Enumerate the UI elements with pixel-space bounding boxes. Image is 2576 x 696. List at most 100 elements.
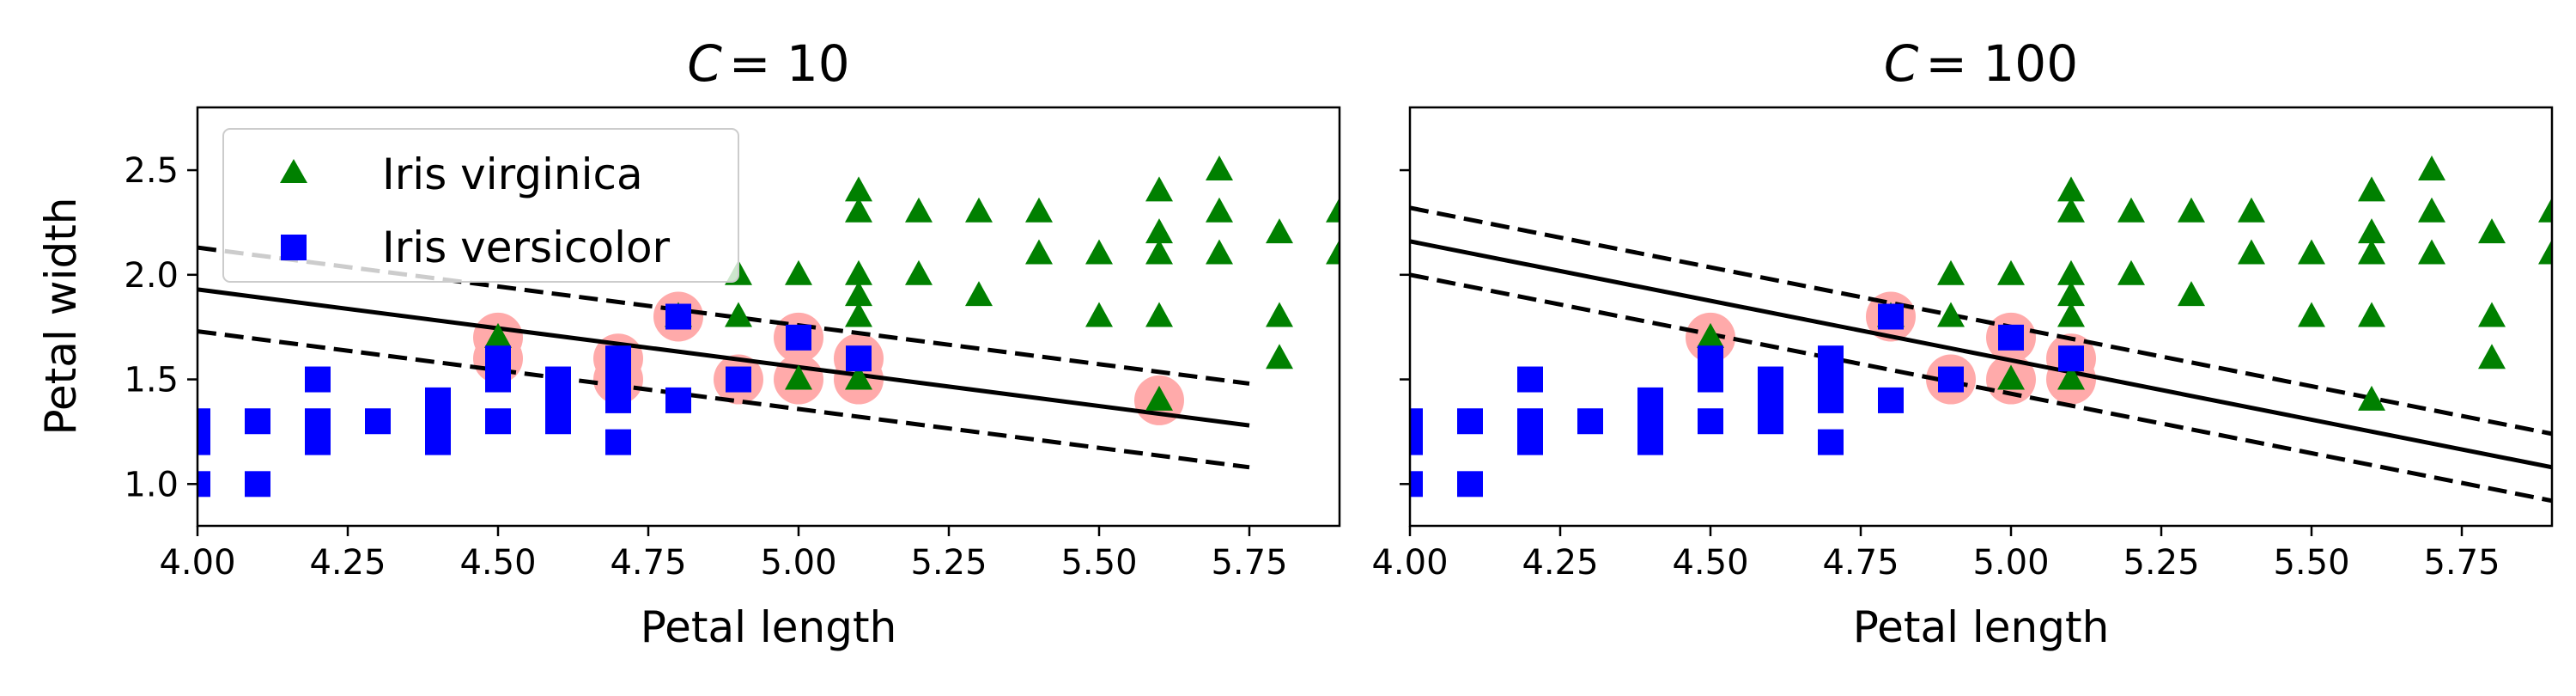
x-tick-label: 5.75 xyxy=(1211,543,1287,583)
x-tick-label: 4.25 xyxy=(309,543,386,583)
versicolor-point xyxy=(197,471,210,498)
virginica-point xyxy=(2057,302,2085,327)
versicolor-point xyxy=(1758,366,1783,393)
virginica-point xyxy=(2238,239,2265,265)
versicolor-point xyxy=(726,366,751,393)
legend-virginica-marker xyxy=(280,159,307,183)
virginica-point xyxy=(2478,302,2506,327)
margin-lower-line xyxy=(197,329,1250,470)
versicolor-point xyxy=(305,366,331,393)
virginica-point xyxy=(1266,344,1293,369)
virginica-point xyxy=(2298,239,2325,265)
x-tick-label: 4.75 xyxy=(610,543,686,583)
virginica-point xyxy=(2358,385,2385,411)
versicolor-point xyxy=(1818,429,1844,455)
virginica-point xyxy=(1997,259,2025,285)
y-axis-label: Petal width xyxy=(36,198,86,436)
legend-frame xyxy=(222,128,739,283)
versicolor-point xyxy=(2058,345,2084,372)
versicolor-point xyxy=(1410,471,1423,498)
x-tick-label: 4.00 xyxy=(1371,543,1448,583)
legend-virginica-label: Iris virginica xyxy=(382,150,643,199)
virginica-point xyxy=(1145,302,1173,327)
versicolor-point xyxy=(245,408,270,435)
virginica-point xyxy=(1145,385,1173,411)
virginica-point xyxy=(2057,197,2085,223)
virginica-point xyxy=(2117,197,2145,223)
virginica-point xyxy=(2298,302,2325,327)
plot-area xyxy=(1410,156,2552,504)
virginica-point xyxy=(2418,239,2445,265)
x-tick-label: 4.25 xyxy=(1522,543,1598,583)
virginica-point xyxy=(785,259,812,285)
virginica-point xyxy=(2238,197,2265,223)
virginica-point xyxy=(905,197,933,223)
virginica-point xyxy=(2178,197,2205,223)
virginica-point xyxy=(1266,218,1293,244)
versicolor-point xyxy=(1698,408,1723,435)
versicolor-point xyxy=(245,471,270,498)
versicolor-point xyxy=(665,387,691,413)
versicolor-point xyxy=(665,303,691,330)
x-tick-label: 5.50 xyxy=(2273,543,2349,583)
x-tick-label: 5.25 xyxy=(2123,543,2199,583)
versicolor-point xyxy=(1878,303,1904,330)
virginica-point xyxy=(2057,176,2085,202)
virginica-point xyxy=(2478,344,2506,369)
axis-ticks: 4.00 4.25 4.50 4.75 5.00 5.25 5.50 5.75 1.0 1.5 2.… xyxy=(124,151,1287,583)
virginica-point xyxy=(785,364,812,390)
virginica-point xyxy=(905,259,933,285)
chart-title: C = 100 xyxy=(1884,34,2078,93)
legend-versicolor-marker xyxy=(281,235,307,260)
decision-boundary-line xyxy=(1410,239,2552,470)
y-tick-label: 1.5 xyxy=(124,361,179,400)
versicolor-point xyxy=(786,324,811,351)
virginica-point xyxy=(845,302,872,327)
virginica-point xyxy=(1025,239,1053,265)
versicolor-point xyxy=(1517,366,1543,393)
chart-title-eq: = 10 xyxy=(729,34,850,93)
x-tick-label: 5.00 xyxy=(760,543,836,583)
chart-panel-c100: C = 100 4.00 4.25 4.50 4.75 5.00 5.25 5.50 5.75 … xyxy=(1371,34,2554,652)
virginica-point xyxy=(1997,364,2025,390)
versicolor-point xyxy=(1818,345,1844,372)
versicolor-point xyxy=(1410,408,1423,435)
legend-versicolor-label: Iris versicolor xyxy=(382,223,671,272)
virginica-point xyxy=(2538,197,2552,223)
y-tick-label: 2.5 xyxy=(124,151,179,191)
virginica-point xyxy=(1085,302,1113,327)
x-axis-label: Petal length xyxy=(641,602,897,652)
x-tick-label: 4.50 xyxy=(459,543,536,583)
x-axis-label: Petal length xyxy=(1853,602,2110,652)
versicolor-point xyxy=(365,408,391,435)
virginica-point xyxy=(1266,302,1293,327)
virginica-point xyxy=(2057,259,2085,285)
virginica-point xyxy=(1085,239,1113,265)
versicolor-point xyxy=(605,345,631,372)
versicolor-point xyxy=(485,345,511,372)
virginica-point xyxy=(1326,197,1340,223)
versicolor-point xyxy=(305,408,331,435)
versicolor-point xyxy=(1457,408,1483,435)
margin-lower-line xyxy=(1410,272,2552,504)
virginica-point xyxy=(2478,218,2506,244)
virginica-point xyxy=(725,302,752,327)
y-tick-label: 1.0 xyxy=(124,465,179,504)
versicolor-point xyxy=(1517,408,1543,435)
virginica-point xyxy=(2358,218,2385,244)
x-tick-label: 5.75 xyxy=(2423,543,2500,583)
virginica-point xyxy=(845,281,872,307)
x-tick-label: 4.75 xyxy=(1822,543,1899,583)
virginica-point xyxy=(1937,259,1965,285)
y-tick-label: 2.0 xyxy=(124,256,179,296)
virginica-point xyxy=(845,197,872,223)
axis-ticks: 4.00 4.25 4.50 4.75 5.00 5.25 5.50 5.75 xyxy=(1371,168,2500,583)
virginica-point xyxy=(2057,364,2085,390)
versicolor-point xyxy=(545,366,571,393)
versicolor-point xyxy=(425,387,451,413)
plot-frame xyxy=(196,106,1341,528)
x-tick-label: 4.00 xyxy=(159,543,235,583)
x-tick-label: 4.50 xyxy=(1672,543,1748,583)
virginica-point xyxy=(1206,239,1233,265)
versicolor-point xyxy=(846,345,872,372)
